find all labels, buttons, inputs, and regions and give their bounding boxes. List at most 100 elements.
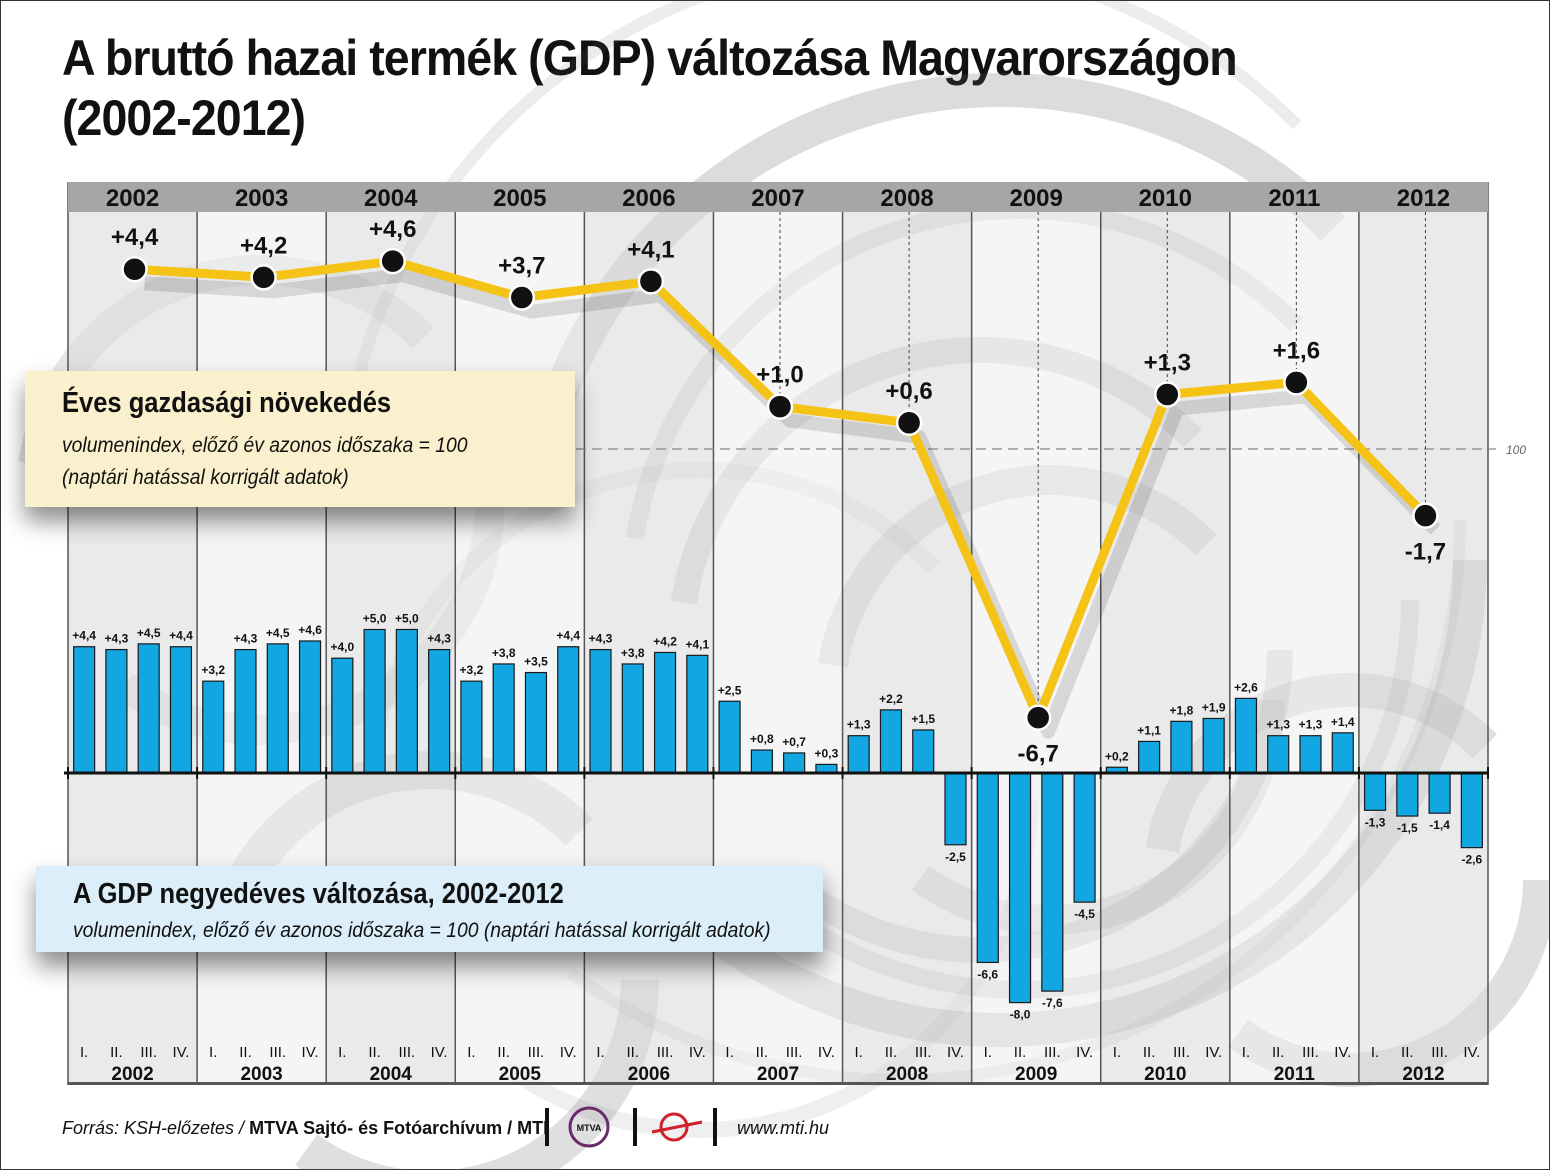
year-header-bar: 2002 2003 2004 2005 2006 2007 2008 2009 2010 2011…	[68, 182, 1488, 212]
bottom-year-label: 2010	[1144, 1064, 1186, 1085]
quarter-label: IV.	[1076, 1044, 1093, 1061]
quarter-bar-label: +4,3	[427, 632, 451, 646]
quarter-bar	[137, 643, 160, 774]
quarter-label: II.	[497, 1044, 510, 1061]
quarter-label: III.	[1302, 1044, 1319, 1061]
quarter-bar-label: +4,0	[330, 640, 354, 654]
quarter-label: II.	[885, 1044, 898, 1061]
quarter-label: I.	[1242, 1044, 1250, 1061]
quarter-label: I.	[1371, 1044, 1379, 1061]
quarter-bar	[331, 657, 354, 774]
annual-point-label: +1,6	[1273, 337, 1320, 364]
bottom-year-label: 2007	[757, 1064, 799, 1085]
quarter-label: I.	[984, 1044, 992, 1061]
quarter-bar	[169, 646, 193, 774]
chart-title-line2: (2002-2012)	[62, 90, 306, 146]
quarter-bar-label: +5,0	[363, 612, 387, 626]
quarter-bar	[944, 772, 967, 846]
year-column	[1229, 212, 1359, 1085]
quarter-bar-label: -6,6	[977, 967, 998, 981]
quarter-bar	[1138, 740, 1161, 774]
annual-guides: 100	[560, 212, 1526, 718]
year-column	[842, 212, 972, 1085]
bottom-year-label: 2008	[886, 1064, 928, 1085]
quarter-bar-label: -2,5	[945, 850, 966, 864]
quarter-bar-label: -1,4	[1429, 818, 1450, 832]
website-link[interactable]: www.mti.hu	[737, 1118, 830, 1138]
quarter-bar	[976, 772, 999, 964]
quarter-label: II.	[1014, 1044, 1027, 1061]
annual-point	[1154, 381, 1181, 408]
quarter-bar	[686, 654, 709, 774]
quarter-bar	[105, 648, 128, 774]
year-header-label: 2002	[106, 185, 159, 212]
bottom-year-label: 2012	[1402, 1064, 1444, 1085]
quarter-label: II.	[756, 1044, 769, 1061]
quarter-bar	[524, 671, 548, 774]
quarter-bar-label: +1,3	[1299, 718, 1323, 732]
quarter-label: I.	[855, 1044, 863, 1061]
annual-point	[637, 268, 665, 295]
quarter-label: I.	[1113, 1044, 1121, 1061]
quarter-bar	[557, 646, 580, 774]
bottom-year-label: 2011	[1274, 1064, 1316, 1085]
quarter-label: III.	[528, 1044, 545, 1061]
year-header-label: 2004	[364, 185, 418, 212]
quarter-bar-label: +3,5	[524, 655, 548, 669]
quarter-label: I.	[80, 1044, 88, 1061]
annual-legend-note: (naptári hatással korrigált adatok)	[62, 466, 349, 489]
quarter-bar-label: +1,5	[911, 712, 935, 726]
annual-point-label: -6,7	[1018, 741, 1059, 768]
quarter-bar	[653, 651, 677, 774]
quarter-bar-label: +4,1	[685, 637, 709, 651]
annual-legend-title: Éves gazdasági növekedés	[62, 387, 392, 419]
quarter-bar	[783, 752, 806, 774]
header-background	[68, 182, 1488, 212]
year-column	[1100, 212, 1230, 1085]
quarter-bar	[621, 663, 644, 774]
quarter-label: III.	[1173, 1044, 1190, 1061]
quarter-label: II.	[368, 1044, 381, 1061]
quarter-bar-label: +1,3	[847, 718, 871, 732]
quarter-bar-label: +0,2	[1105, 749, 1129, 763]
quarter-label: III.	[140, 1044, 157, 1061]
quarter-label: IV.	[947, 1044, 964, 1061]
year-header-label: 2009	[1009, 185, 1062, 212]
annual-legend-subtitle: volumenindex, előző év azonos időszaka =…	[62, 434, 468, 457]
quarter-bar-label: +1,4	[1331, 715, 1355, 729]
annual-point-label: +4,4	[111, 224, 159, 251]
quarter-bar	[1267, 735, 1290, 774]
quarter-bar	[1202, 717, 1225, 774]
quarter-label: IV.	[1463, 1044, 1480, 1061]
quarter-bar-label: +4,3	[234, 632, 258, 646]
quarter-bar-label: +1,1	[1137, 723, 1161, 737]
quarter-bar-label: +5,0	[395, 612, 419, 626]
quarter-bar-label: +1,3	[1266, 718, 1290, 732]
year-header-label: 2006	[622, 185, 675, 212]
quarter-label: III.	[1044, 1044, 1061, 1061]
bottom-year-label: 2003	[240, 1064, 282, 1085]
zero-axis	[64, 767, 1489, 779]
quarter-bar	[718, 700, 741, 774]
quarter-bar-label: +1,9	[1202, 700, 1226, 714]
quarter-bar	[363, 628, 386, 774]
quarter-label: II.	[239, 1044, 252, 1061]
footer-source: Forrás: KSH-előzetes / MTVA Sajtó- és Fo…	[62, 1118, 548, 1139]
quarter-bar	[1234, 697, 1258, 774]
quarter-bar	[1363, 772, 1387, 811]
quarter-bar-label: +1,8	[1170, 703, 1194, 717]
quarter-label: I.	[338, 1044, 346, 1061]
footer-separator	[545, 1108, 549, 1146]
quarter-bar-label: +2,6	[1234, 680, 1258, 694]
quarter-bar	[73, 646, 96, 774]
bottom-rule	[68, 1082, 1488, 1085]
year-header-label: 2005	[493, 185, 546, 212]
annual-point	[508, 284, 536, 311]
quarter-label: II.	[1401, 1044, 1414, 1061]
quarter-label: IV.	[560, 1044, 577, 1061]
chart-title-line1: A bruttó hazai termék (GDP) változása Ma…	[62, 30, 1238, 86]
quarter-bar-label: +4,3	[105, 632, 129, 646]
quarter-bar	[1299, 735, 1322, 774]
annual-point-label: +4,2	[240, 232, 287, 259]
